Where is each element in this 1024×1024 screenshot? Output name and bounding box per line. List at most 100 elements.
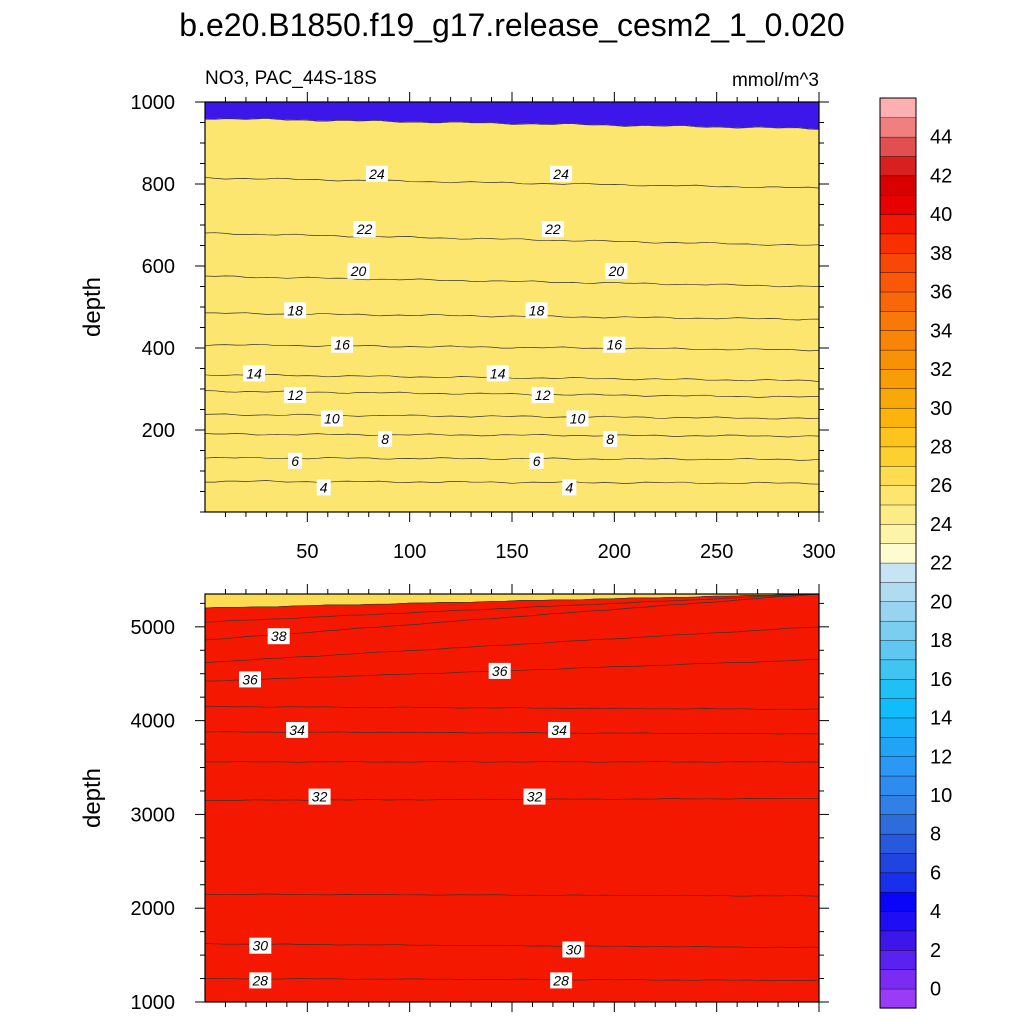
upper-contour-line-12 [205, 390, 819, 398]
colorbar-tick-label: 28 [930, 437, 952, 459]
colorbar-cell-44 [879, 136, 917, 157]
colorbar-cell-34 [879, 330, 917, 351]
upper-contour-line-18 [205, 312, 819, 321]
colorbar-cell-20 [879, 601, 917, 622]
colorbar-tick-label: 2 [930, 940, 941, 962]
upper-contour-label-bg-15 [525, 302, 548, 319]
lower-contour-label-1: 28 [552, 972, 569, 988]
upper-contour-panel: 4 4 6 6 8 8 10 10 12 12 14 14 16 16 18 18 20 20 22 22 24 24 5… [79, 92, 836, 563]
colorbar-cell-43 [879, 155, 917, 177]
upper-contour-label-3: 6 [533, 453, 541, 469]
lower-contour-label-3: 30 [566, 942, 582, 958]
upper-contour-label-2: 6 [291, 453, 299, 469]
lower-contour-label-bg-5 [523, 788, 546, 805]
upper-y-axis-label: depth [79, 277, 106, 337]
colorbar-cell-23 [879, 543, 917, 564]
upper-contour-line-10 [205, 413, 819, 420]
lower-contour-label-8: 36 [242, 671, 258, 687]
upper-contour-line-16 [205, 343, 819, 352]
colorbar-cell-14 [879, 717, 917, 738]
upper-contour-line-14 [205, 374, 819, 382]
lower-contour-lines [205, 594, 819, 981]
upper-contour-line-22 [205, 232, 819, 246]
colorbar-cell-4 [879, 910, 917, 932]
colorbar: 0246810121416182022242628303234363840424… [879, 97, 952, 1009]
colorbar-cell-12 [879, 756, 917, 777]
upper-x-tick-label: 100 [393, 541, 426, 563]
colorbar-cell-5 [879, 891, 917, 912]
colorbar-tick-label: 22 [930, 553, 952, 575]
colorbar-cell-6 [879, 872, 917, 893]
upper-contour-label-bg-18 [353, 221, 376, 238]
colorbar-cell-40 [879, 213, 917, 235]
upper-contour-line-26 [205, 118, 819, 130]
colorbar-cell-17 [879, 659, 917, 680]
lower-contour-label-4: 32 [312, 789, 328, 805]
colorbar-cell-45 [879, 117, 917, 138]
upper-contour-label-4: 8 [381, 431, 389, 447]
lower-contour-label-bg-10 [267, 628, 290, 645]
colorbar-cell-18 [879, 639, 917, 661]
upper-contour-label-11: 14 [490, 365, 506, 381]
lower-contour-label-bg-0 [249, 972, 272, 989]
upper-contour-label-18: 22 [356, 221, 373, 237]
upper-contour-label-bg-9 [531, 387, 554, 404]
upper-contour-label-10: 14 [246, 365, 262, 381]
upper-contour-label-bg-12 [331, 336, 354, 353]
upper-y-tick-label: 1000 [131, 92, 176, 114]
lower-contour-label-6: 34 [289, 722, 305, 738]
colorbar-tick-label: 8 [930, 824, 941, 846]
lower-contour-label-bg-7 [548, 722, 571, 738]
colorbar-tick-label: 42 [930, 165, 952, 187]
lower-axes: 1000 2000 3000 4000 5000 [131, 584, 829, 1014]
colorbar-cell-35 [879, 310, 917, 331]
panel-units-label: mmol/m^3 [732, 70, 819, 91]
upper-contour-label-bg-8 [284, 387, 307, 404]
upper-contour-label-bg-10 [243, 365, 266, 382]
colorbar-cell-7 [879, 852, 917, 874]
lower-contour-line-40 [205, 594, 819, 609]
lower-contour-panel: 28 28 30 30 32 32 34 34 36 36 38 1000 2000 3000 4000 5… [79, 584, 829, 1014]
lower-contour-label-bg-6 [286, 722, 309, 738]
colorbar-frame [879, 97, 917, 1009]
colorbar-cell-8 [879, 833, 917, 854]
upper-x-tick-label: 50 [296, 541, 318, 563]
upper-y-tick-label: 800 [142, 174, 175, 196]
upper-contour-label-bg-14 [284, 302, 307, 319]
upper-contour-label-6: 10 [324, 411, 340, 427]
colorbar-tick-label: 0 [930, 979, 941, 1001]
lower-contour-label-bg-1 [550, 972, 573, 989]
upper-contour-label-0: 4 [320, 479, 328, 495]
upper-contour-line-20 [205, 275, 819, 288]
upper-contour-label-bg-19 [541, 221, 564, 238]
upper-contour-label-bg-2 [288, 452, 303, 469]
colorbar-tick-labels: 0246810121416182022242628303234363840424… [930, 127, 952, 1001]
panel-subtitle-left: NO3, PAC_44S-18S [205, 68, 377, 89]
upper-x-tick-label: 250 [700, 541, 733, 563]
colorbar-cell-46 [879, 97, 917, 118]
upper-x-tick-label: 200 [598, 541, 631, 563]
lower-contour-fills [205, 594, 819, 1002]
colorbar-tick-label: 32 [930, 359, 952, 381]
colorbar-tick-label: 30 [930, 398, 952, 420]
colorbar-tick-label: 38 [930, 243, 952, 265]
upper-contour-label-bg-1 [562, 479, 577, 496]
colorbar-tick-label: 44 [930, 127, 952, 149]
lower-contour-line-39 [205, 594, 819, 623]
upper-contour-label-bg-5 [603, 431, 618, 447]
upper-contour-fills [205, 102, 819, 512]
colorbar-tick-label: 18 [930, 630, 952, 652]
lower-contour-label-bg-2 [249, 937, 272, 954]
colorbar-cell-19 [879, 620, 917, 641]
lower-contour-label-bg-8 [239, 671, 261, 688]
upper-contour-line-6 [205, 456, 819, 461]
upper-contour-label-bg-6 [320, 410, 343, 427]
colorbar-cells [879, 97, 917, 1009]
upper-contour-label-bg-7 [566, 410, 589, 427]
upper-contour-label-bg-20 [365, 165, 388, 182]
colorbar-cell-42 [879, 175, 917, 196]
upper-contour-line-24 [205, 176, 819, 189]
upper-contour-label-13: 16 [607, 337, 623, 353]
upper-contour-line-4 [205, 480, 819, 485]
lower-contour-label-bg-4 [308, 788, 331, 805]
